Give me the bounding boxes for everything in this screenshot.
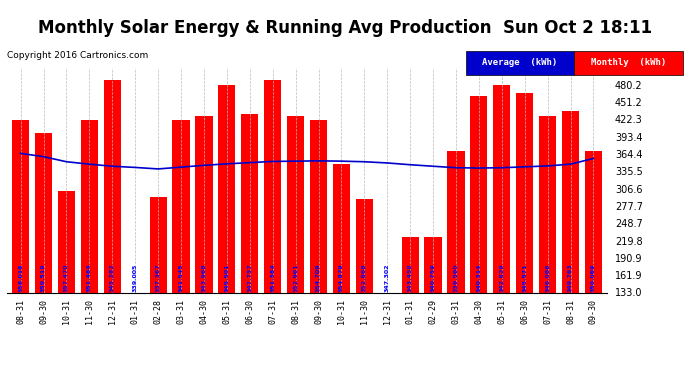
FancyBboxPatch shape (466, 51, 575, 75)
Text: 339.005: 339.005 (132, 264, 138, 292)
Bar (447, 151, 464, 292)
Bar (150, 197, 167, 292)
Text: 345.501: 345.501 (224, 263, 229, 292)
Text: 352.868: 352.868 (362, 263, 367, 292)
Bar (356, 198, 373, 292)
Bar (471, 96, 487, 292)
Text: Copyright 2016 Cartronics.com: Copyright 2016 Cartronics.com (7, 51, 148, 60)
Text: 347.757: 347.757 (247, 263, 253, 292)
Text: 359.519: 359.519 (41, 263, 46, 292)
Bar (195, 116, 213, 292)
Bar (310, 120, 327, 292)
Bar (172, 120, 190, 292)
Text: 337.367: 337.367 (156, 263, 161, 292)
Bar (516, 93, 533, 292)
Text: 340.314: 340.314 (476, 263, 482, 292)
Text: 347.302: 347.302 (385, 263, 390, 292)
Bar (58, 191, 75, 292)
Text: 341.545: 341.545 (179, 263, 184, 292)
Bar (562, 111, 579, 292)
Text: Monthly  (kWh): Monthly (kWh) (591, 58, 667, 68)
Text: 354.879: 354.879 (339, 263, 344, 292)
Text: 342.829: 342.829 (500, 263, 504, 292)
Text: 345.282: 345.282 (110, 263, 115, 292)
Bar (333, 164, 350, 292)
Bar (264, 80, 282, 292)
Text: 343.968: 343.968 (201, 263, 206, 292)
Text: 345.571: 345.571 (522, 263, 527, 292)
Bar (287, 116, 304, 292)
Text: 354.709: 354.709 (316, 263, 321, 292)
Text: 358.018: 358.018 (18, 263, 23, 292)
Text: 343.458: 343.458 (408, 263, 413, 292)
Text: 351.484: 351.484 (87, 263, 92, 292)
Bar (585, 151, 602, 292)
Bar (218, 85, 235, 292)
Text: 352.961: 352.961 (293, 263, 298, 292)
Text: 349.763: 349.763 (568, 263, 573, 292)
Bar (104, 80, 121, 292)
Text: 340.759: 340.759 (431, 263, 435, 292)
Bar (81, 120, 98, 292)
Bar (241, 114, 258, 292)
Text: 351.384: 351.384 (270, 263, 275, 292)
Text: 350.069: 350.069 (591, 264, 596, 292)
FancyBboxPatch shape (575, 51, 683, 75)
Bar (402, 237, 419, 292)
Bar (493, 85, 511, 292)
Text: 346.086: 346.086 (545, 263, 550, 292)
Bar (35, 133, 52, 292)
Text: Average  (kWh): Average (kWh) (482, 58, 558, 68)
Text: 339.560: 339.560 (453, 263, 458, 292)
Text: Monthly Solar Energy & Running Avg Production  Sun Oct 2 18:11: Monthly Solar Energy & Running Avg Produ… (38, 19, 652, 37)
Bar (424, 237, 442, 292)
Bar (12, 120, 29, 292)
Text: 357.470: 357.470 (64, 263, 69, 292)
Bar (539, 116, 556, 292)
